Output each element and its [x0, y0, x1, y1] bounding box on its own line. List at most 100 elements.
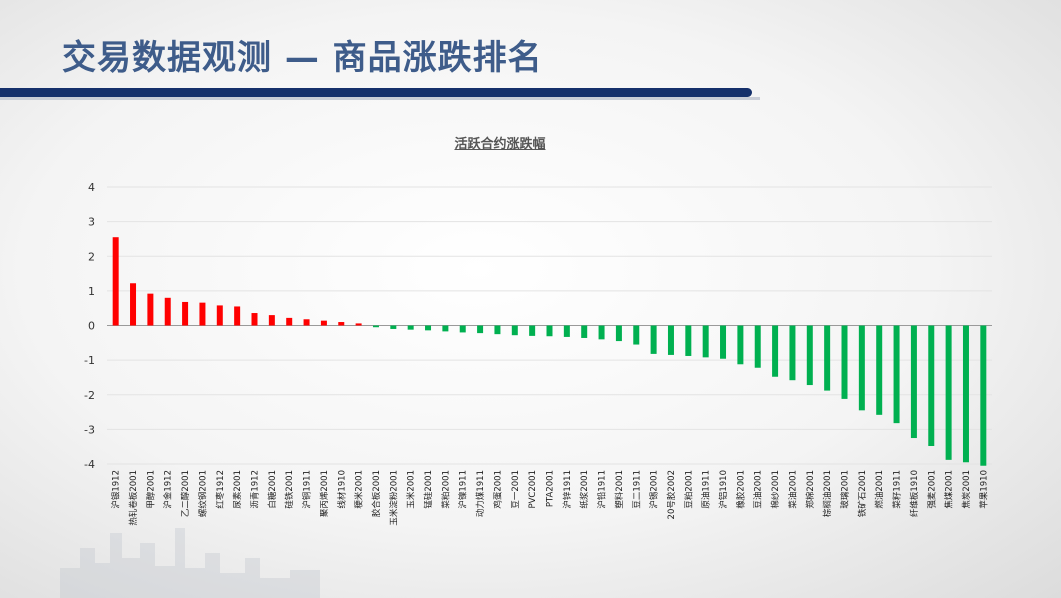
bar — [407, 325, 414, 330]
x-tick-label: 红枣1912 — [215, 470, 226, 509]
x-tick-label: 棉纱2001 — [770, 470, 781, 509]
x-tick-label: 沪锡2001 — [649, 470, 660, 509]
x-tick-label: 沪金1912 — [163, 470, 174, 509]
x-tick-label: 沪铜1911 — [302, 470, 313, 509]
x-tick-label: 20号胶2002 — [666, 470, 677, 519]
bar — [667, 325, 674, 355]
bar — [442, 325, 449, 332]
bar — [286, 317, 293, 326]
bar — [511, 325, 518, 336]
bar — [876, 325, 883, 415]
x-tick-label: 沪镍1911 — [458, 470, 469, 509]
x-tick-label: 强麦2001 — [926, 470, 937, 509]
bar — [650, 325, 657, 354]
x-tick-label: 玻璃2001 — [840, 470, 851, 509]
bar — [806, 325, 813, 386]
bar — [372, 325, 379, 328]
x-tick-label: 白糖2001 — [267, 470, 278, 509]
bar — [685, 325, 692, 356]
y-tick-label: -3 — [84, 423, 95, 436]
x-tick-label: 线材1910 — [336, 470, 347, 509]
x-tick-label: 豆油2001 — [753, 470, 764, 509]
axis-layer: 4 3 2 1 0 -1 -2 -3 -4 — [84, 181, 992, 471]
x-tick-label: 乙二醇2001 — [180, 470, 191, 517]
bar — [425, 325, 432, 331]
city-skyline-decoration — [60, 528, 320, 598]
bar — [633, 325, 640, 345]
x-tick-label: 热轧卷板2001 — [128, 470, 139, 526]
x-tick-label: 塑料2001 — [614, 470, 625, 509]
x-tick-label: 甲醇2001 — [145, 470, 156, 509]
bar — [112, 237, 119, 326]
bar — [720, 325, 727, 359]
x-tick-label: PVC2001 — [528, 470, 538, 509]
x-tick-label: 豆二1911 — [632, 470, 642, 509]
x-tick-label: 橡胶2001 — [735, 470, 746, 509]
bar — [268, 315, 275, 326]
x-tick-label: 郑棉2001 — [805, 470, 816, 509]
x-tick-label: PTA2001 — [546, 470, 556, 507]
bar — [598, 325, 605, 340]
bar — [355, 323, 362, 326]
chart-title: 活跃合约涨跌幅 — [454, 137, 546, 152]
x-tick-label: 沪铝1910 — [718, 470, 729, 509]
x-tick-label: 粳米2001 — [354, 470, 365, 509]
bar — [251, 313, 258, 326]
bar — [338, 322, 345, 326]
bar — [754, 325, 761, 368]
x-tick-label: 玉米淀粉2001 — [388, 470, 399, 526]
bar — [841, 325, 848, 399]
bar — [303, 319, 310, 326]
bar — [980, 325, 987, 466]
bar — [945, 325, 952, 460]
bar — [529, 325, 536, 336]
bar — [581, 325, 588, 338]
y-tick-label: 2 — [88, 250, 95, 263]
bar — [615, 325, 622, 342]
x-tick-label: 燃油2001 — [874, 470, 885, 509]
x-tick-label: 菜粕2001 — [440, 470, 451, 509]
x-tick-label: 焦炭2001 — [961, 470, 972, 509]
x-tick-label: 纤维板1910 — [909, 470, 920, 517]
y-tick-label: 0 — [88, 320, 95, 333]
x-tick-label: 硅铁2001 — [284, 470, 295, 509]
x-tick-label: 动力煤1911 — [475, 470, 486, 517]
x-tick-label: 锰硅2001 — [423, 470, 434, 509]
bar — [962, 325, 969, 463]
x-tick-label: 棕榈油2001 — [822, 470, 833, 517]
bar-layer — [112, 237, 987, 466]
x-tick-label: 豆一2001 — [511, 470, 521, 509]
x-tick-label: 聚丙烯2001 — [319, 470, 330, 517]
bar — [147, 293, 154, 326]
x-tick-label: 焦煤2001 — [944, 470, 955, 509]
x-tick-label: 玉米2001 — [406, 470, 417, 509]
y-tick-label: -4 — [84, 458, 95, 471]
bar — [320, 320, 327, 326]
y-tick-label: -1 — [84, 354, 95, 367]
bar — [772, 325, 779, 377]
bar — [494, 325, 501, 335]
title-bar-shadow — [0, 97, 760, 100]
y-tick-label: 1 — [88, 285, 95, 298]
bar — [910, 325, 917, 439]
bar — [130, 283, 137, 326]
x-tick-label: 沪银1912 — [111, 470, 122, 509]
grid-layer — [107, 186, 992, 465]
x-tick-label: 原油1911 — [701, 470, 712, 509]
x-tick-label: 铁矿石2001 — [857, 470, 868, 517]
bar — [563, 325, 570, 337]
bar — [182, 301, 189, 326]
x-tick-label: 鸡蛋2001 — [492, 470, 503, 509]
x-tick-label: 沪锌1911 — [562, 470, 573, 509]
x-tick-label: 螺纹钢2001 — [197, 470, 208, 517]
y-tick-label: 4 — [88, 181, 95, 194]
x-tick-label: 胶合板2001 — [371, 470, 382, 517]
x-tick-label: 菜油2001 — [787, 470, 798, 509]
label-layer: 沪银1912 热轧卷板2001 甲醇2001 沪金1912 乙二醇2001 螺纹钢2001… — [111, 470, 990, 526]
y-tick-label: -2 — [84, 389, 95, 402]
bar — [928, 325, 935, 446]
x-tick-label: 沥青1912 — [250, 470, 261, 509]
bar — [164, 297, 171, 326]
bar — [199, 302, 206, 326]
bar — [789, 325, 796, 381]
